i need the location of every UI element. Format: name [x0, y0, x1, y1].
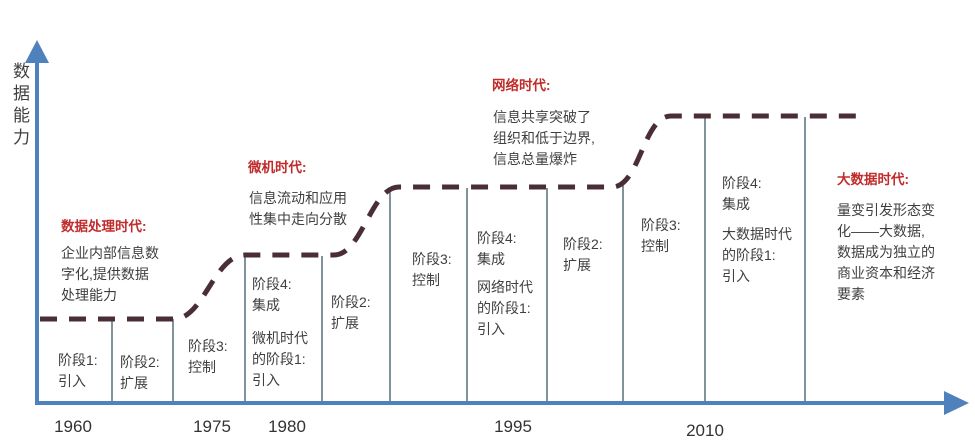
year-tick-2010: 2010: [686, 421, 724, 440]
year-tick-1975: 1975: [193, 417, 231, 436]
era-desc-network: 信息共享突破了 组织和低于边界, 信息总量爆炸: [493, 109, 595, 167]
stage-label-micro-stage1: 微机时代 的阶段1: 引入: [252, 330, 308, 388]
era-title-data-processing: 数据处理时代:: [61, 219, 147, 234]
stage-label-3-control: 阶段3: 控制: [641, 217, 681, 254]
era-title-microcomputer: 微机时代:: [248, 160, 307, 175]
era-desc-bigdata: 量变引发形态变 化——大数据, 数据成为独立的 商业资本和经济 要素: [837, 202, 935, 302]
era-title-bigdata: 大数据时代:: [837, 172, 909, 187]
stage-label-3-control: 阶段3: 控制: [188, 338, 228, 375]
stage-label-network-stage1: 网络时代 的阶段1: 引入: [477, 279, 533, 337]
stage-label-4-integrate: 阶段4: 集成: [722, 175, 762, 212]
stage-label-2-expand: 阶段2: 扩展: [331, 294, 371, 331]
stage-label-4-integrate: 阶段4: 集成: [252, 276, 292, 313]
year-tick-1960: 1960: [54, 417, 92, 436]
stage-label-3-control: 阶段3: 控制: [412, 251, 452, 288]
y-axis-arrow-icon: [25, 40, 49, 63]
y-axis-label: 数据能力: [10, 62, 29, 150]
era-desc-microcomputer: 信息流动和应用 性集中走向分散: [249, 190, 347, 227]
stage-label-1-intro: 阶段1: 引入: [58, 352, 98, 389]
x-axis-arrow-icon: [944, 391, 969, 415]
era-title-network: 网络时代:: [492, 78, 551, 93]
year-tick-1995: 1995: [494, 417, 532, 436]
capability-step-curve: [40, 113, 861, 322]
era-desc-data-processing: 企业内部信息数 字化,提供数据 处理能力: [61, 245, 159, 303]
stage-label-2-expand: 阶段2: 扩展: [563, 236, 603, 273]
year-tick-1980: 1980: [268, 417, 306, 436]
stage-label-2-expand: 阶段2: 扩展: [120, 354, 160, 391]
stage-label-4-integrate: 阶段4: 集成: [477, 230, 517, 267]
stage-label-bigdata-stage1: 大数据时代 的阶段1: 引入: [722, 226, 792, 284]
